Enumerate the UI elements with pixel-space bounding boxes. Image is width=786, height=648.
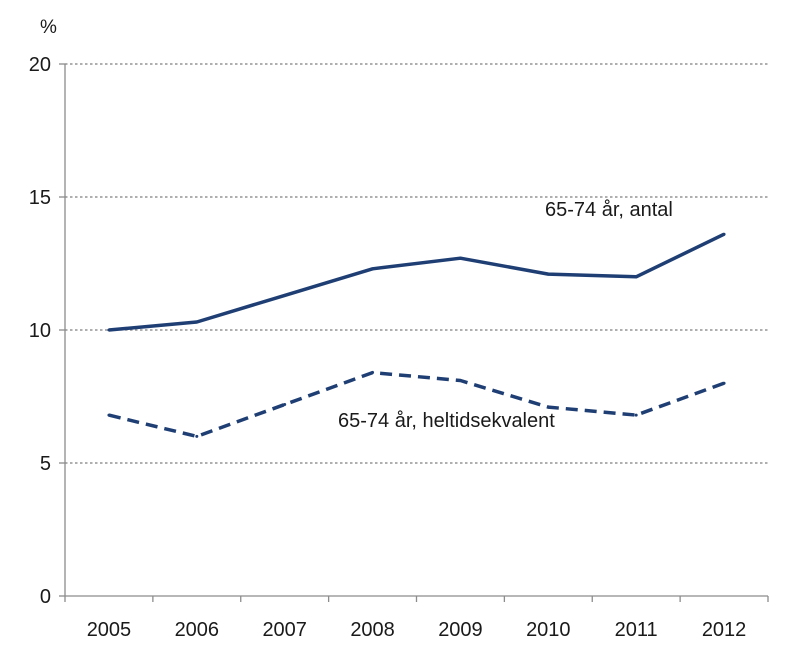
data-point-0-2009 xyxy=(459,257,462,260)
data-point-1-2009 xyxy=(459,379,462,382)
y-tick-label-0: 0 xyxy=(40,586,51,608)
x-tick-label-2006: 2006 xyxy=(175,619,220,641)
data-point-0-2006 xyxy=(195,321,198,324)
series-label-heltidsekvalent: 65-74 år, heltidsekvalent xyxy=(338,410,555,432)
data-point-0-2008 xyxy=(371,267,374,270)
y-tick-label-15: 15 xyxy=(29,187,51,209)
series-lines xyxy=(107,233,725,438)
data-point-1-2006 xyxy=(195,435,198,438)
data-point-1-2005 xyxy=(107,414,110,417)
data-point-0-2005 xyxy=(107,329,110,332)
x-tick-label-2007: 2007 xyxy=(262,619,307,641)
data-point-1-2010 xyxy=(547,406,550,409)
y-unit-label: % xyxy=(40,17,57,38)
series-label-antal: 65-74 år, antal xyxy=(545,199,673,221)
y-tick-label-5: 5 xyxy=(40,453,51,475)
x-tick-label-2012: 2012 xyxy=(702,619,747,641)
gridlines xyxy=(59,64,768,602)
y-tick-label-10: 10 xyxy=(29,320,51,342)
data-point-0-2007 xyxy=(283,294,286,297)
x-tick-label-2009: 2009 xyxy=(438,619,483,641)
x-tick-label-2010: 2010 xyxy=(526,619,571,641)
data-point-0-2011 xyxy=(635,275,638,278)
x-tick-label-2011: 2011 xyxy=(615,619,658,641)
data-point-0-2010 xyxy=(547,273,550,276)
data-point-1-2007 xyxy=(283,403,286,406)
data-point-1-2011 xyxy=(635,414,638,417)
x-tick-label-2008: 2008 xyxy=(350,619,395,641)
x-tick-label-2005: 2005 xyxy=(87,619,132,641)
data-point-1-2008 xyxy=(371,371,374,374)
data-point-1-2012 xyxy=(723,382,726,385)
series-line-0 xyxy=(109,234,724,330)
data-point-0-2012 xyxy=(723,233,726,236)
y-tick-label-20: 20 xyxy=(29,54,51,76)
